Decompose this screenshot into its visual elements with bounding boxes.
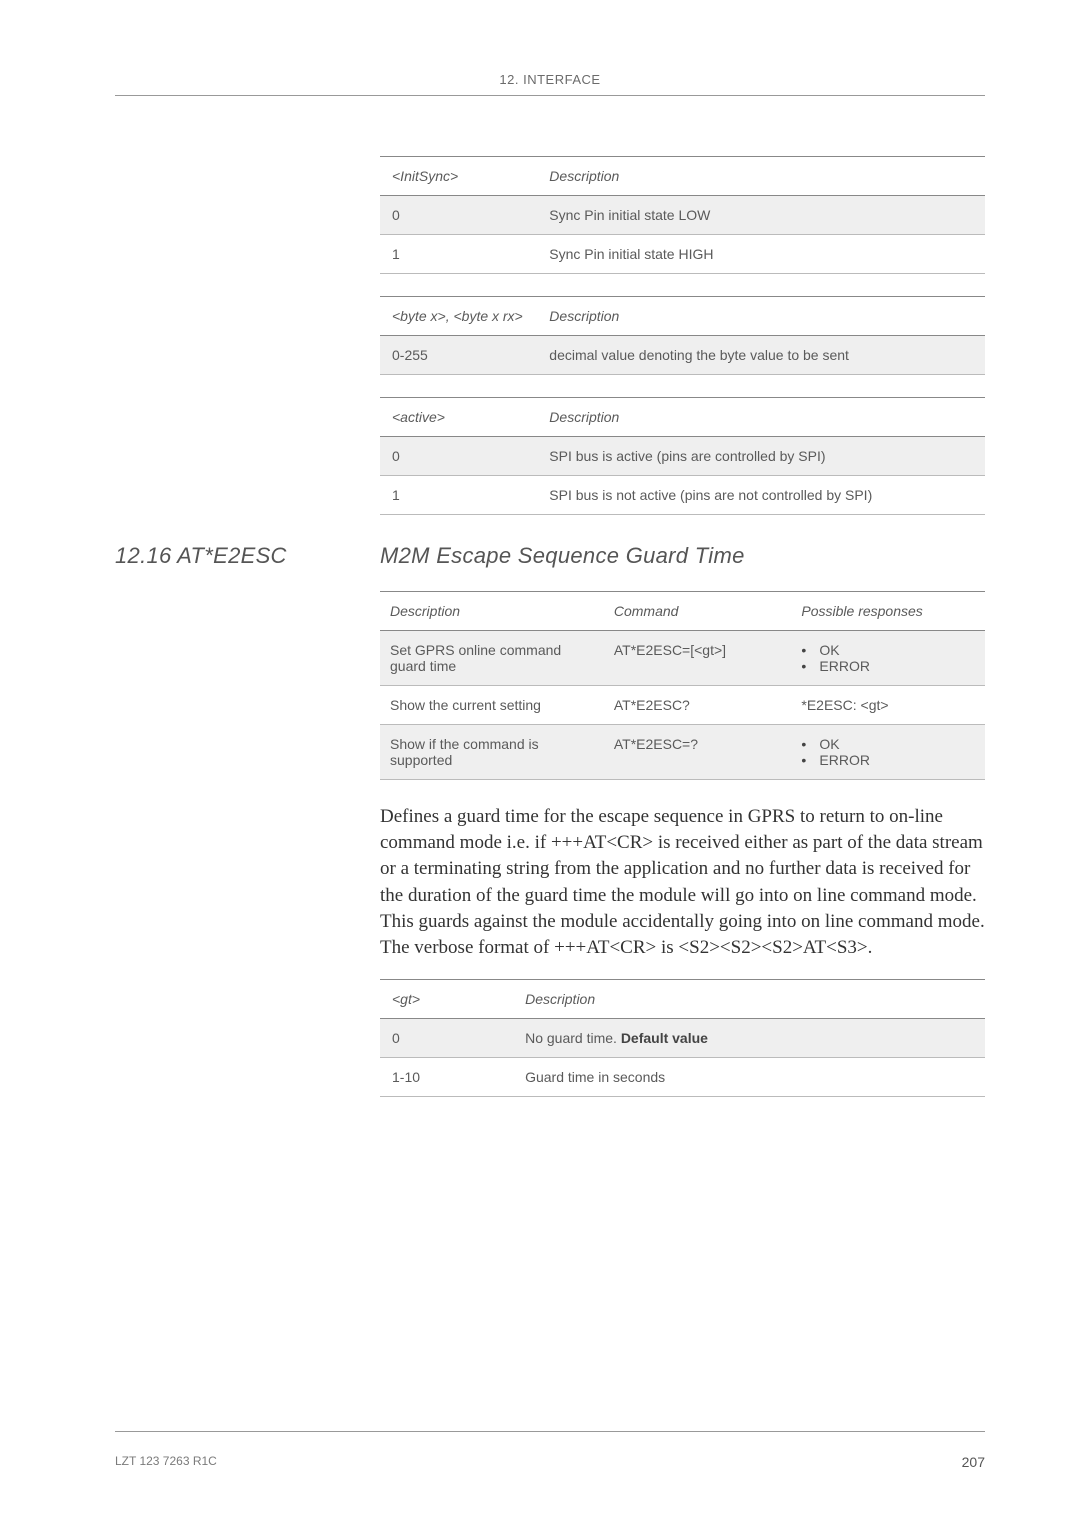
cell: Sync Pin initial state LOW: [537, 196, 985, 235]
cell: 0: [380, 1019, 513, 1058]
cell: *E2ESC: <gt>: [791, 686, 985, 725]
table-initsync: <InitSync> Description 0 Sync Pin initia…: [380, 156, 985, 274]
th-desc: Description: [380, 592, 604, 631]
table-gt: <gt> Description 0 No guard time. Defaul…: [380, 979, 985, 1097]
cell: AT*E2ESC=?: [604, 725, 792, 780]
cell: Show if the command is supported: [380, 725, 604, 780]
resp-item: ERROR: [801, 752, 975, 768]
cell: SPI bus is not active (pins are not cont…: [537, 476, 985, 515]
head-rule: [115, 95, 985, 96]
cell: decimal value denoting the byte value to…: [537, 336, 985, 375]
default-value-label: Default value: [621, 1030, 708, 1046]
th-active: <active>: [380, 398, 537, 437]
th-command: Command: [604, 592, 792, 631]
th-bytex: <byte x>, <byte x rx>: [380, 297, 537, 336]
cell-text: No guard time.: [525, 1030, 621, 1046]
cell: SPI bus is active (pins are controlled b…: [537, 437, 985, 476]
th-initsync: <InitSync>: [380, 157, 537, 196]
body-paragraph: Defines a guard time for the escape sequ…: [380, 804, 985, 961]
page-number: 207: [962, 1454, 985, 1470]
footer-rule: [115, 1431, 985, 1432]
th-responses: Possible responses: [791, 592, 985, 631]
section-number: 12.16 AT*E2ESC: [115, 543, 380, 569]
cell: 0: [380, 437, 537, 476]
table-bytex: <byte x>, <byte x rx> Description 0-255 …: [380, 296, 985, 375]
cell: AT*E2ESC=[<gt>]: [604, 631, 792, 686]
th-desc: Description: [537, 157, 985, 196]
cell: 1: [380, 476, 537, 515]
cell: Set GPRS online command guard time: [380, 631, 604, 686]
table-command: Description Command Possible responses S…: [380, 591, 985, 780]
cell: OK ERROR: [791, 725, 985, 780]
resp-item: OK: [801, 736, 975, 752]
th-desc: Description: [537, 297, 985, 336]
cell: No guard time. Default value: [513, 1019, 985, 1058]
cell: Show the current setting: [380, 686, 604, 725]
cell: 1-10: [380, 1058, 513, 1097]
cell: 0-255: [380, 336, 537, 375]
resp-item: OK: [801, 642, 975, 658]
page-footer: LZT 123 7263 R1C 207: [115, 1431, 985, 1470]
cell: Guard time in seconds: [513, 1058, 985, 1097]
cell: 1: [380, 235, 537, 274]
th-gt: <gt>: [380, 980, 513, 1019]
cell: Sync Pin initial state HIGH: [537, 235, 985, 274]
cell: OK ERROR: [791, 631, 985, 686]
cell: AT*E2ESC?: [604, 686, 792, 725]
section-heading: 12.16 AT*E2ESC M2M Escape Sequence Guard…: [115, 543, 985, 569]
cell: 0: [380, 196, 537, 235]
th-desc: Description: [537, 398, 985, 437]
running-head: 12. INTERFACE: [115, 72, 985, 87]
th-desc: Description: [513, 980, 985, 1019]
section-title: M2M Escape Sequence Guard Time: [380, 543, 745, 569]
doc-id: LZT 123 7263 R1C: [115, 1454, 217, 1470]
resp-item: ERROR: [801, 658, 975, 674]
table-active: <active> Description 0 SPI bus is active…: [380, 397, 985, 515]
